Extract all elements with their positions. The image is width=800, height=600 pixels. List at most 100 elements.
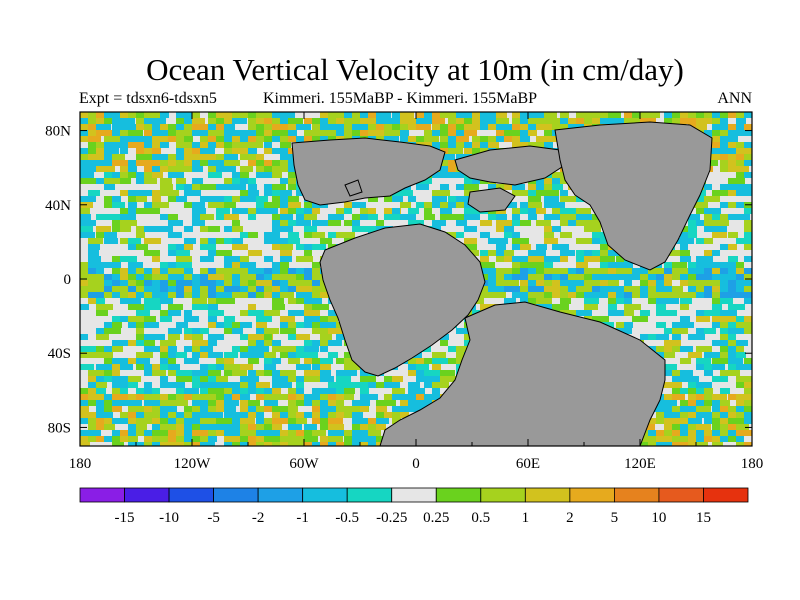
field-cell [112,442,124,446]
field-cell [216,298,224,304]
field-cell [232,424,240,430]
field-cell [464,334,472,340]
field-cell [592,316,609,322]
field-cell [728,160,736,166]
field-cell [224,196,235,202]
field-cell [336,358,347,364]
field-cell [640,310,650,316]
field-cell [192,298,207,304]
season-label: ANN [717,90,752,107]
field-cell [224,442,236,446]
field-cell [464,238,477,244]
field-cell [648,436,662,442]
field-cell [112,160,120,166]
field-cell [104,346,115,352]
field-cell [552,208,563,214]
field-cell [368,112,381,118]
field-cell [576,250,590,256]
field-cell [208,292,221,298]
field-cell [104,274,112,280]
field-cell [424,202,437,208]
field-cell [104,154,118,160]
field-cell [200,142,212,148]
field-cell [112,400,123,406]
field-cell [208,196,225,202]
field-cell [736,400,748,406]
field-cell [88,154,98,160]
colorbar-label: 2 [566,510,574,526]
field-cell [528,196,541,202]
field-cell [136,232,145,238]
field-cell [368,382,380,388]
field-cell [192,166,203,172]
field-cell [584,226,593,232]
field-cell [128,436,138,442]
field-cell [176,130,186,136]
field-cell [80,112,89,118]
field-cell [304,310,320,316]
field-cell [144,292,153,298]
field-cell [744,376,752,382]
field-cell [232,148,245,154]
field-cell [104,232,117,238]
field-cell [168,160,181,166]
field-cell [736,418,748,424]
field-cell [88,376,97,382]
field-cell [328,442,337,446]
field-cell [440,130,454,136]
field-cell [240,166,253,172]
field-cell [624,268,639,274]
field-cell [160,376,168,382]
field-cell [192,274,203,280]
field-cell [744,358,752,364]
field-cell [96,364,108,370]
field-cell [200,244,216,250]
field-cell [184,244,193,250]
field-cell [88,148,96,154]
field-cell [144,370,154,376]
field-cell [104,112,119,118]
field-cell [312,394,327,400]
field-cell [728,358,743,364]
field-cell [552,178,567,184]
field-cell [88,166,99,172]
field-cell [144,340,155,346]
field-cell [264,118,279,124]
field-cell [432,130,442,136]
field-cell [616,292,624,298]
field-cell [680,244,688,250]
field-cell [216,310,224,316]
field-cell [680,430,692,436]
field-cell [736,316,749,322]
field-cell [408,382,420,388]
field-cell [488,274,501,280]
field-cell [304,430,312,436]
field-cell [296,124,311,130]
field-cell [424,112,432,118]
field-cell [264,136,274,142]
field-cell [504,136,519,142]
field-cell [152,226,165,232]
field-cell [192,328,203,334]
field-cell [224,364,237,370]
field-cell [400,112,414,118]
field-cell [736,172,747,178]
field-cell [208,424,222,430]
field-cell [280,262,289,268]
field-cell [400,136,412,142]
field-cell [104,178,120,184]
field-cell [728,178,745,184]
field-cell [248,142,263,148]
field-cell [616,310,626,316]
field-cell [680,112,689,118]
field-cell [80,286,90,292]
field-cell [232,142,243,148]
field-cell [512,268,522,274]
field-cell [280,154,291,160]
field-cell [200,184,213,190]
field-cell [176,160,190,166]
field-cell [120,256,137,262]
field-cell [216,160,231,166]
field-cell [168,382,182,388]
field-cell [288,322,297,328]
